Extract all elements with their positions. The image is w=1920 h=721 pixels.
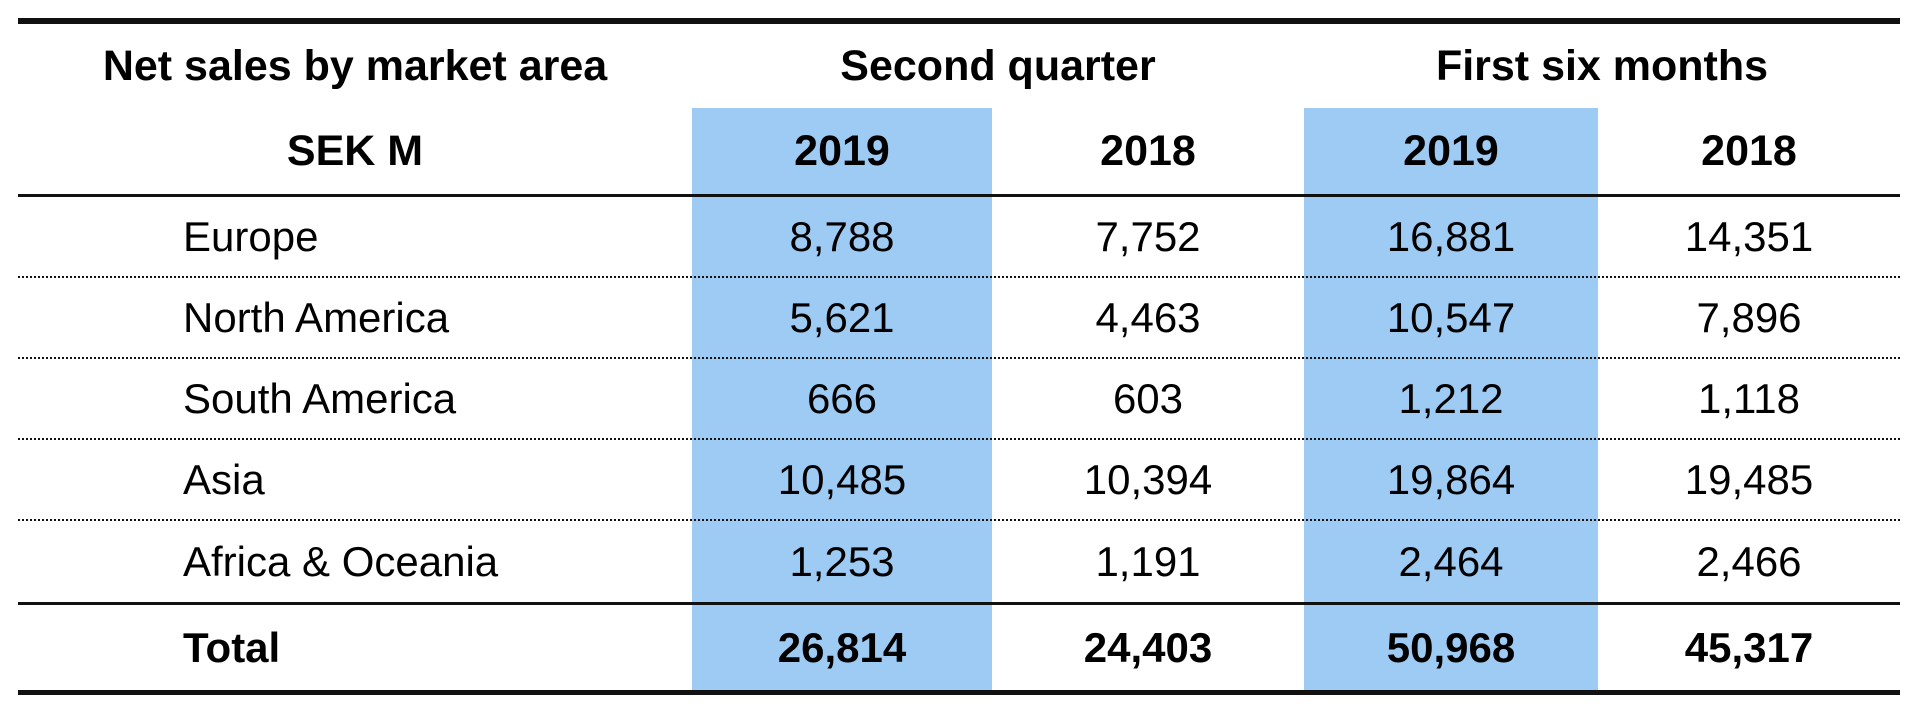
cell-value: 7,896 bbox=[1696, 293, 1802, 341]
cell-value: 19,864 bbox=[1386, 455, 1516, 503]
row-label: North America bbox=[183, 293, 450, 341]
group-header-first-six-months: First six months bbox=[1435, 41, 1769, 90]
highlight-column-second-quarter-2019 bbox=[692, 108, 992, 690]
cell-value: 7,752 bbox=[1095, 212, 1201, 260]
year-header-h1-2019: 2019 bbox=[1403, 126, 1499, 175]
total-value: 24,403 bbox=[1083, 623, 1213, 671]
unit-label: SEK M bbox=[286, 126, 424, 175]
group-header-row: Net sales by market area Second quarter … bbox=[18, 24, 1900, 108]
cell-value: 14,351 bbox=[1684, 212, 1814, 260]
total-label: Total bbox=[183, 623, 281, 671]
year-header-q2-2019: 2019 bbox=[794, 126, 890, 175]
cell-value: 1,212 bbox=[1398, 374, 1504, 422]
cell-value: 5,621 bbox=[789, 293, 895, 341]
bottom-rule bbox=[18, 690, 1900, 695]
table-row-total: Total 26,814 24,403 50,968 45,317 bbox=[18, 605, 1900, 690]
total-value: 26,814 bbox=[777, 623, 907, 671]
cell-value: 16,881 bbox=[1386, 212, 1516, 260]
cell-value: 2,464 bbox=[1398, 537, 1504, 585]
table-title: Net sales by market area bbox=[102, 41, 608, 90]
total-divider-rule bbox=[18, 602, 1900, 605]
cell-value: 10,547 bbox=[1386, 293, 1516, 341]
cell-value: 10,394 bbox=[1083, 455, 1213, 503]
table-row-europe: Europe 8,788 7,752 16,881 14,351 bbox=[18, 197, 1900, 278]
table: Net sales by market area Second quarter … bbox=[18, 18, 1900, 695]
cell-value: 1,118 bbox=[1698, 374, 1800, 422]
cell-value: 19,485 bbox=[1684, 455, 1814, 503]
year-header-h1-2018: 2018 bbox=[1701, 126, 1797, 175]
year-header-q2-2018: 2018 bbox=[1100, 126, 1196, 175]
top-rule bbox=[18, 18, 1900, 24]
cell-value: 8,788 bbox=[789, 212, 895, 260]
table-row-south-america: South America 666 603 1,212 1,118 bbox=[18, 359, 1900, 440]
cell-value: 603 bbox=[1112, 374, 1184, 422]
cell-value: 4,463 bbox=[1095, 293, 1201, 341]
cell-value: 666 bbox=[806, 374, 878, 422]
cell-value: 2,466 bbox=[1696, 537, 1802, 585]
highlight-column-first-six-months-2019 bbox=[1304, 108, 1598, 690]
row-label: South America bbox=[183, 374, 457, 422]
row-label: Africa & Oceania bbox=[183, 537, 499, 585]
row-label: Asia bbox=[183, 455, 265, 503]
header-divider-rule bbox=[18, 194, 1900, 197]
table-row-north-america: North America 5,621 4,463 10,547 7,896 bbox=[18, 278, 1900, 359]
total-value: 50,968 bbox=[1386, 623, 1516, 671]
row-label: Europe bbox=[183, 212, 319, 260]
total-value: 45,317 bbox=[1684, 623, 1814, 671]
year-header-row: SEK M 2019 2018 2019 2018 bbox=[18, 108, 1900, 194]
cell-value: 10,485 bbox=[777, 455, 907, 503]
group-header-second-quarter: Second quarter bbox=[840, 41, 1156, 90]
table-row-asia: Asia 10,485 10,394 19,864 19,485 bbox=[18, 440, 1900, 521]
table-row-africa-oceania: Africa & Oceania 1,253 1,191 2,464 2,466 bbox=[18, 521, 1900, 602]
cell-value: 1,191 bbox=[1095, 537, 1201, 585]
cell-value: 1,253 bbox=[789, 537, 895, 585]
